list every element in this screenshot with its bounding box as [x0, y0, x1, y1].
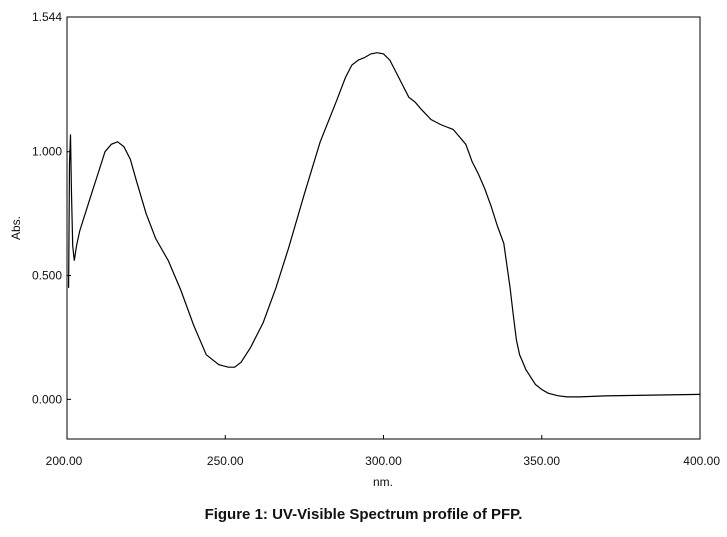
- y-tick-label: 0.000: [32, 392, 62, 406]
- x-tick-label: 200.00: [46, 454, 83, 468]
- y-axis-ticks: 0.000 0.500 1.000 1.544: [32, 10, 71, 406]
- y-tick-label: 0.500: [32, 269, 62, 283]
- y-tick-label: 1.544: [32, 10, 62, 24]
- figure-caption: Figure 1: UV-Visible Spectrum profile of…: [204, 506, 523, 523]
- y-axis-title: Abs.: [9, 216, 23, 240]
- x-axis-title: nm.: [373, 475, 393, 489]
- y-tick-label: 1.000: [32, 145, 62, 159]
- plot-frame: [66, 16, 701, 440]
- x-tick-label: 400.00: [683, 454, 720, 468]
- x-tick-label: 300.00: [365, 454, 402, 468]
- x-tick-label: 350.00: [523, 454, 560, 468]
- x-tick-label: 250.00: [207, 454, 244, 468]
- x-axis-ticks: 200.00 250.00 300.00 350.00 400.00: [46, 435, 720, 468]
- spectrum-line: [68, 52, 701, 398]
